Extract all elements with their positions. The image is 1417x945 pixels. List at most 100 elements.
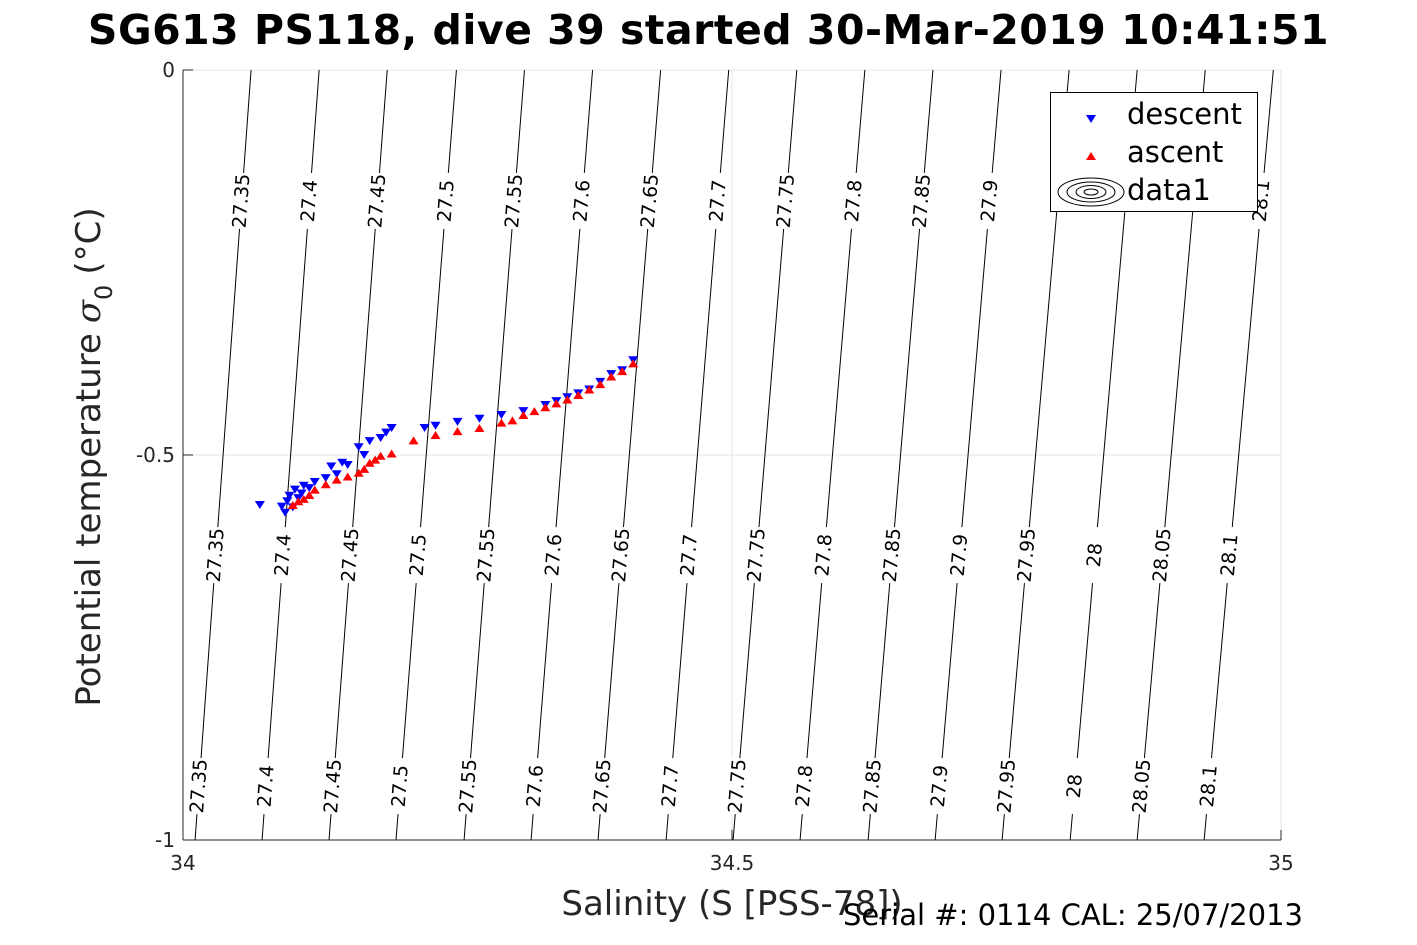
x-tick-label: 35 [1268,851,1293,875]
y-axis-label-unit: (°C) [69,207,109,274]
ascent-point [551,399,562,408]
isopycnal-label-mask [928,758,951,815]
ascent-point [298,494,309,503]
serial-cal-footer: Serial #: 0114 CAL: 25/07/2013 [843,898,1303,932]
descent-point [304,484,315,493]
legend: descent ascent data1 [1050,92,1258,212]
ascent-marker-icon [1086,152,1096,160]
legend-item-data1: data1 [1051,171,1259,207]
ascent-point [430,430,441,439]
isopycnal-label-mask [571,172,594,229]
isopycnal-label: 27.7 [705,179,730,223]
isopycnal-label-mask [524,758,547,815]
ascent-point [320,480,331,489]
isopycnal-label-mask [813,527,836,584]
y-tick-label: -0.5 [136,443,175,467]
isopycnal-contours: 27.35 27.35 27.35 27.4 27.4 27.4 27.45 27.45 27.… [186,69,1274,841]
isopycnal-label-mask [407,527,430,584]
isopycnal-label-mask [255,758,278,815]
ascent-point [452,427,463,436]
isopycnal-label-mask [435,172,458,229]
isopycnal-label-mask [707,172,730,229]
isopycnal-label-mask [948,527,971,584]
isopycnal-label-mask [542,527,565,584]
isopycnal-label: 27.45 [364,173,390,229]
isopycnal-label: 27.95 [993,758,1020,814]
ascent-point [507,416,518,425]
isopycnal-label-mask [995,758,1018,815]
legend-item-ascent: ascent [1051,133,1259,169]
descent-marker-icon [1086,115,1096,123]
isopycnal-label-mask [678,527,701,584]
legend-label-ascent: ascent [1127,135,1224,169]
isopycnal-label-mask [230,172,253,229]
isopycnal-label: 27.9 [977,179,1003,223]
isopycnal-label: 27.95 [1014,527,1041,583]
ascent-point [293,497,304,506]
descent-point [254,501,265,510]
isopycnal-label: 27.4 [254,764,279,808]
isopycnal-label: 27.6 [569,179,594,223]
legend-label-data1: data1 [1127,173,1211,207]
isopycnal-label-mask [1130,758,1153,815]
isopycnal-label: 28 [1063,773,1087,799]
ascent-point [287,501,298,510]
descent-point [280,508,291,517]
descent-point [452,417,463,426]
isopycnal-label-mask [204,527,227,584]
isopycnal-label: 27.7 [677,533,702,577]
isopycnal-label: 27.6 [523,764,548,808]
y-axis-label-subscript: 0 [90,285,118,300]
chart-title: SG613 PS118, dive 39 started 30-Mar-2019… [87,6,1330,54]
y-axis-label-text: Potential temperature [69,333,109,706]
isopycnal-label-mask [745,527,768,584]
isopycnal-label-mask [1197,758,1220,815]
descent-point [430,421,441,430]
ascent-point [408,436,419,445]
legend-item-descent: descent [1051,95,1259,131]
ascent-point [573,390,584,399]
isopycnal-label-mask [457,758,480,815]
isopycnal-label: 27.65 [608,527,634,583]
isopycnal-label: 27.7 [658,764,683,808]
descent-point [381,428,392,437]
isopycnal-label: 27.5 [388,764,413,808]
isopycnal-label: 27.85 [859,758,885,814]
descent-point [337,458,348,467]
isopycnal-label: 28.05 [1149,527,1176,583]
isopycnal-label: 27.65 [589,758,615,814]
isopycnal-label-mask [978,172,1001,229]
legend-label-descent: descent [1127,97,1242,131]
isopycnal-label-mask [842,172,865,229]
ascent-point [606,372,617,381]
isopycnal-label: 27.5 [434,179,459,223]
isopycnal-label-mask [774,172,797,229]
isopycnal-label-mask [861,758,884,815]
descent-point [496,410,507,419]
isopycnal-label-mask [1151,527,1174,584]
descent-point [296,489,307,498]
isopycnal-label-mask [322,758,345,815]
isopycnal-label: 27.6 [541,533,566,577]
y-axis-label: Potential temperature σ0 (°C) [69,207,118,706]
ascent-point [496,418,507,427]
isopycnal-label: 27.45 [338,527,364,583]
isopycnal-label-mask [1063,758,1086,815]
isopycnal-label: 27.35 [186,758,212,814]
isopycnal-label: 28.05 [1129,758,1156,814]
ascent-point [562,395,573,404]
isopycnal-label: 27.55 [473,527,499,583]
isopycnal-label: 27.9 [927,764,953,808]
isopycnal-label: 27.45 [320,758,346,814]
isopycnal-label: 27.8 [792,764,817,808]
ascent-point [529,407,540,416]
isopycnal-label: 27.4 [271,533,296,577]
isopycnal-label-mask [339,527,362,584]
descent-point [298,481,309,490]
descent-point [276,502,287,511]
isopycnal-label: 27.9 [947,533,973,577]
ascent-point [617,367,628,376]
y-tick-label: -1 [155,828,175,852]
isopycnal-label-mask [1015,527,1038,584]
descent-point [474,414,485,423]
